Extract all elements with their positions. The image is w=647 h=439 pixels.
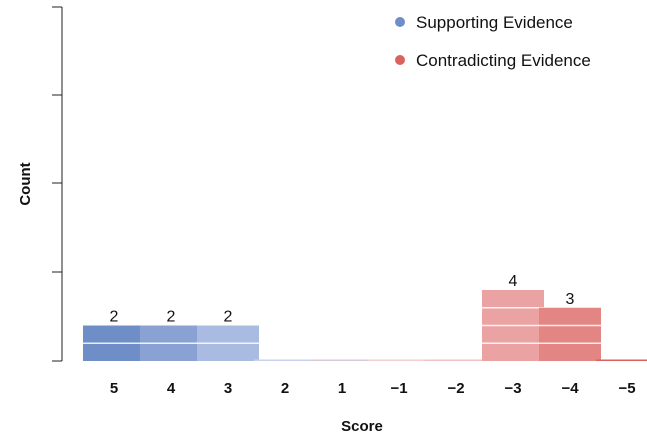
x-tick-label-4: 1: [338, 380, 346, 397]
legend-marker-supporting: [395, 17, 405, 27]
x-tick-label-0: 5: [110, 380, 118, 397]
bar-5-empty: [368, 359, 430, 361]
data-label-1: 2: [167, 309, 176, 326]
legend-marker-contradicting: [395, 55, 405, 65]
x-tick-label-6: −2: [447, 380, 464, 397]
axes: [52, 6, 63, 362]
bar-3-empty: [254, 359, 316, 361]
x-axis-title: Score: [341, 418, 383, 435]
x-tick-label-7: −3: [504, 380, 521, 397]
x-tick-label-2: 3: [224, 380, 232, 397]
bar-8: [539, 307, 601, 361]
data-label-2: 2: [224, 309, 233, 326]
x-tick-label-5: −1: [390, 380, 407, 397]
data-label-0: 2: [110, 309, 119, 326]
bar-4-empty: [311, 359, 373, 361]
x-tick-label-3: 2: [281, 380, 289, 397]
legend-label-contradicting: Contradicting Evidence: [416, 51, 591, 70]
bars: [83, 290, 647, 361]
x-tick-labels: 5 4 3 2 1 −1 −2 −3 −4 −5: [110, 380, 636, 397]
x-tick-label-8: −4: [561, 380, 579, 397]
bar-6-empty: [425, 359, 487, 361]
x-tick-label-1: 4: [167, 380, 176, 397]
legend: Supporting Evidence Contradicting Eviden…: [395, 13, 591, 70]
x-tick-label-9: −5: [618, 380, 635, 397]
legend-label-supporting: Supporting Evidence: [416, 13, 573, 32]
y-axis-title: Count: [17, 162, 34, 205]
y-ticks: [52, 6, 62, 362]
data-labels: 2 2 2 4 3: [110, 273, 575, 326]
data-label-8: 3: [566, 291, 575, 308]
bar-9-empty: [596, 359, 647, 361]
data-label-7: 4: [509, 273, 518, 290]
